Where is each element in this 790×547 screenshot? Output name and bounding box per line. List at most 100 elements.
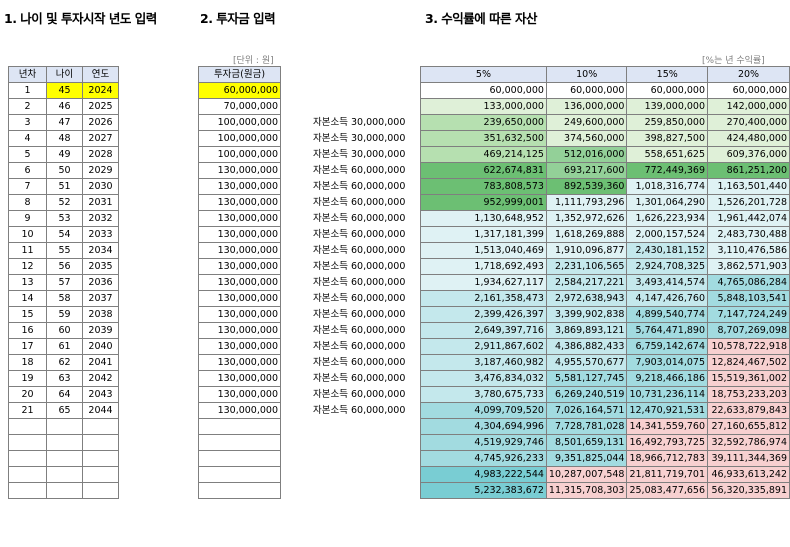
cell[interactable]: 57: [46, 274, 83, 291]
asset-value-cell[interactable]: 136,000,000: [545, 98, 628, 115]
asset-value-cell[interactable]: 142,000,000: [707, 98, 790, 115]
asset-value-cell[interactable]: 783,808,573: [420, 178, 547, 195]
asset-value-cell[interactable]: 2,584,217,221: [545, 274, 628, 291]
cell[interactable]: 2031: [82, 194, 119, 211]
cell[interactable]: 1: [8, 82, 47, 99]
investment-cell[interactable]: 100,000,000: [198, 146, 281, 163]
asset-value-cell[interactable]: 4,955,570,677: [545, 354, 628, 371]
cell[interactable]: 47: [46, 114, 83, 131]
asset-value-cell[interactable]: 7,026,164,571: [545, 402, 628, 419]
cell[interactable]: 10: [8, 226, 47, 243]
asset-value-cell[interactable]: 16,492,793,725: [626, 434, 709, 451]
asset-value-cell[interactable]: 7,903,014,075: [626, 354, 709, 371]
asset-value-cell[interactable]: 4,386,882,433: [545, 338, 628, 355]
asset-value-cell[interactable]: 139,000,000: [626, 98, 709, 115]
cell[interactable]: 2032: [82, 210, 119, 227]
return-rate-header[interactable]: 15%: [626, 66, 709, 83]
investment-cell[interactable]: 130,000,000: [198, 210, 281, 227]
asset-value-cell[interactable]: 1,626,223,934: [626, 210, 709, 227]
cell[interactable]: 4: [8, 130, 47, 147]
asset-value-cell[interactable]: 1,018,316,774: [626, 178, 709, 195]
empty-cell[interactable]: [82, 450, 119, 467]
asset-value-cell[interactable]: 3,493,414,574: [626, 274, 709, 291]
asset-value-cell[interactable]: 892,539,360: [545, 178, 628, 195]
asset-value-cell[interactable]: 4,899,540,774: [626, 306, 709, 323]
empty-cell[interactable]: [8, 466, 47, 483]
asset-value-cell[interactable]: 5,848,103,541: [707, 290, 790, 307]
asset-value-cell[interactable]: 469,214,125: [420, 146, 547, 163]
asset-value-cell[interactable]: 351,632,500: [420, 130, 547, 147]
cell[interactable]: 45: [46, 82, 83, 99]
asset-value-cell[interactable]: 60,000,000: [626, 82, 709, 99]
investment-cell[interactable]: 100,000,000: [198, 130, 281, 147]
investment-cell[interactable]: 130,000,000: [198, 386, 281, 403]
asset-value-cell[interactable]: 772,449,369: [626, 162, 709, 179]
asset-value-cell[interactable]: 9,218,466,186: [626, 370, 709, 387]
cell[interactable]: 13: [8, 274, 47, 291]
investment-cell[interactable]: 130,000,000: [198, 162, 281, 179]
cell[interactable]: 11: [8, 242, 47, 259]
cell[interactable]: 2027: [82, 130, 119, 147]
asset-value-cell[interactable]: 3,476,834,032: [420, 370, 547, 387]
cell[interactable]: 63: [46, 370, 83, 387]
asset-value-cell[interactable]: 1,301,064,290: [626, 194, 709, 211]
empty-cell[interactable]: [198, 450, 281, 467]
cell[interactable]: 48: [46, 130, 83, 147]
cell[interactable]: 2033: [82, 226, 119, 243]
cell[interactable]: 2028: [82, 146, 119, 163]
cell[interactable]: 62: [46, 354, 83, 371]
asset-value-cell[interactable]: 39,111,344,369: [707, 450, 790, 467]
cell[interactable]: 2043: [82, 386, 119, 403]
asset-value-cell[interactable]: 1,910,096,877: [545, 242, 628, 259]
asset-value-cell[interactable]: 7,147,724,249: [707, 306, 790, 323]
return-rate-header[interactable]: 5%: [420, 66, 547, 83]
asset-value-cell[interactable]: 2,399,426,397: [420, 306, 547, 323]
asset-value-cell[interactable]: 1,352,972,626: [545, 210, 628, 227]
asset-value-cell[interactable]: 12,470,921,531: [626, 402, 709, 419]
empty-cell[interactable]: [46, 418, 83, 435]
asset-value-cell[interactable]: 4,519,929,746: [420, 434, 547, 451]
asset-value-cell[interactable]: 2,000,157,524: [626, 226, 709, 243]
empty-cell[interactable]: [82, 418, 119, 435]
cell[interactable]: 17: [8, 338, 47, 355]
asset-value-cell[interactable]: 861,251,200: [707, 162, 790, 179]
cell[interactable]: 2025: [82, 98, 119, 115]
asset-value-cell[interactable]: 4,983,222,544: [420, 466, 547, 483]
cell[interactable]: 14: [8, 290, 47, 307]
asset-value-cell[interactable]: 398,827,500: [626, 130, 709, 147]
cell[interactable]: 8: [8, 194, 47, 211]
empty-cell[interactable]: [198, 466, 281, 483]
asset-value-cell[interactable]: 558,651,625: [626, 146, 709, 163]
asset-value-cell[interactable]: 249,600,000: [545, 114, 628, 131]
empty-cell[interactable]: [198, 482, 281, 499]
cell[interactable]: 2026: [82, 114, 119, 131]
investment-cell[interactable]: 130,000,000: [198, 338, 281, 355]
cell[interactable]: 2037: [82, 290, 119, 307]
empty-cell[interactable]: [198, 418, 281, 435]
column-header[interactable]: 나이: [46, 66, 83, 83]
cell[interactable]: 2039: [82, 322, 119, 339]
investment-cell[interactable]: 130,000,000: [198, 290, 281, 307]
asset-value-cell[interactable]: 424,480,000: [707, 130, 790, 147]
cell[interactable]: 2034: [82, 242, 119, 259]
asset-value-cell[interactable]: 1,618,269,888: [545, 226, 628, 243]
asset-value-cell[interactable]: 2,483,730,488: [707, 226, 790, 243]
asset-value-cell[interactable]: 4,765,086,284: [707, 274, 790, 291]
investment-cell[interactable]: 130,000,000: [198, 306, 281, 323]
asset-value-cell[interactable]: 622,674,831: [420, 162, 547, 179]
asset-value-cell[interactable]: 46,933,613,242: [707, 466, 790, 483]
asset-value-cell[interactable]: 10,287,007,548: [545, 466, 628, 483]
asset-value-cell[interactable]: 32,592,786,974: [707, 434, 790, 451]
asset-value-cell[interactable]: 1,163,501,440: [707, 178, 790, 195]
asset-value-cell[interactable]: 8,501,659,131: [545, 434, 628, 451]
asset-value-cell[interactable]: 1,934,627,117: [420, 274, 547, 291]
investment-cell[interactable]: 130,000,000: [198, 242, 281, 259]
asset-value-cell[interactable]: 374,560,000: [545, 130, 628, 147]
cell[interactable]: 15: [8, 306, 47, 323]
asset-value-cell[interactable]: 3,869,893,121: [545, 322, 628, 339]
cell[interactable]: 2035: [82, 258, 119, 275]
asset-value-cell[interactable]: 60,000,000: [707, 82, 790, 99]
investment-cell[interactable]: 130,000,000: [198, 322, 281, 339]
cell[interactable]: 60: [46, 322, 83, 339]
asset-value-cell[interactable]: 3,780,675,733: [420, 386, 547, 403]
